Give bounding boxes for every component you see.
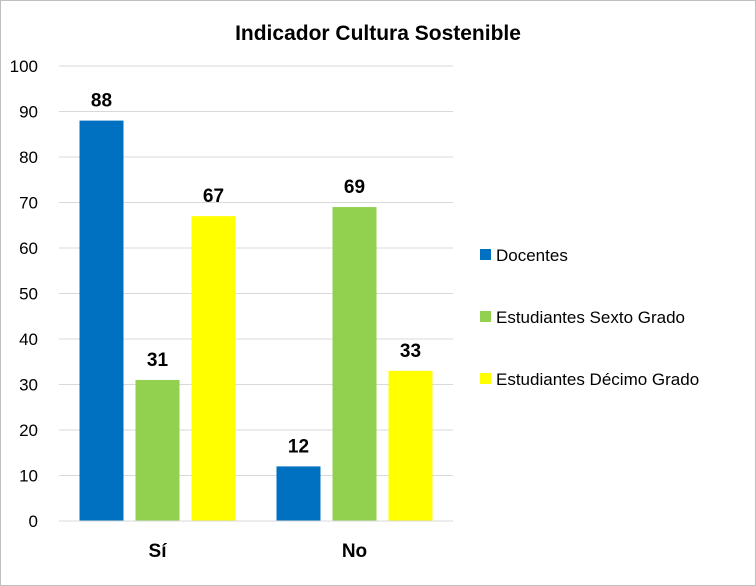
data-label: 88	[91, 91, 112, 112]
data-label: 12	[288, 436, 309, 457]
bar	[79, 120, 124, 521]
y-tick-label: 70	[19, 194, 38, 213]
legend: Docentes Estudiantes Sexto Grado Estudiant…	[480, 246, 699, 389]
legend-label: Docentes	[496, 246, 568, 265]
x-category-label: No	[342, 541, 367, 562]
data-label: 31	[147, 350, 169, 371]
data-label: 67	[203, 186, 224, 207]
y-tick-label: 30	[19, 376, 38, 395]
bar	[191, 216, 236, 521]
chart-title: Indicador Cultura Sostenible	[235, 22, 521, 45]
y-tick-label: 80	[19, 148, 38, 167]
y-tick-label: 90	[19, 103, 38, 122]
bar	[388, 370, 433, 521]
y-tick-label: 60	[19, 239, 38, 258]
y-tick-label: 100	[10, 57, 38, 76]
x-category-label: Sí	[149, 541, 168, 562]
y-tick-label: 0	[29, 512, 38, 531]
gridlines	[59, 65, 453, 476]
legend-label: Estudiantes Sexto Grado	[496, 308, 685, 327]
y-tick-label: 50	[19, 285, 38, 304]
data-label: 33	[400, 341, 421, 362]
y-tick-label: 20	[19, 421, 38, 440]
bar	[332, 207, 377, 522]
bar	[276, 466, 321, 521]
bar	[135, 379, 180, 521]
y-axis-ticks: 0 10 20 30 40 50 60 70 80 90 100	[10, 57, 38, 531]
x-axis-categories: Sí No	[149, 541, 368, 562]
legend-swatch	[480, 311, 491, 322]
data-labels: 88 31 67 12 69 33	[91, 91, 421, 458]
legend-swatch	[480, 249, 491, 260]
data-label: 69	[344, 177, 365, 198]
legend-swatch	[480, 373, 491, 384]
y-tick-label: 40	[19, 330, 38, 349]
bars	[79, 120, 433, 522]
y-tick-label: 10	[19, 467, 38, 486]
legend-label: Estudiantes Décimo Grado	[496, 370, 699, 389]
